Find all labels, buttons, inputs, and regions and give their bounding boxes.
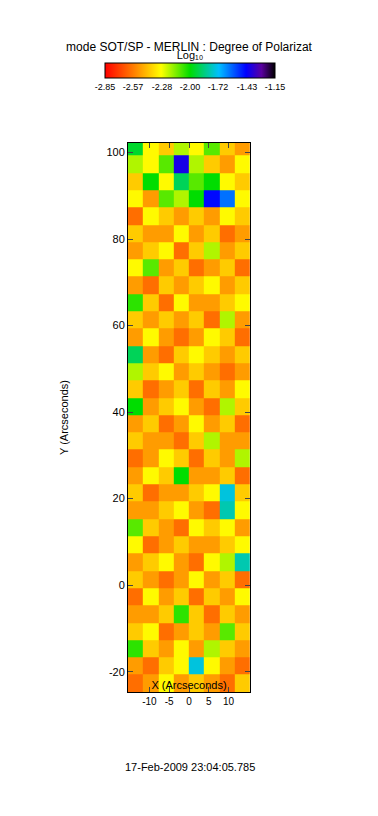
svg-text:80: 80 [113,233,125,245]
svg-text:-2.00: -2.00 [180,82,201,92]
svg-text:-10: -10 [142,696,157,707]
svg-text:Log₁₀: Log₁₀ [177,49,204,61]
svg-text:10: 10 [223,696,235,707]
svg-text:0: 0 [119,579,125,591]
svg-text:-5: -5 [165,696,174,707]
svg-text:X (Arcseconds): X (Arcseconds) [151,679,226,691]
svg-text:-1.43: -1.43 [237,82,258,92]
svg-text:-2.85: -2.85 [95,82,116,92]
svg-text:5: 5 [206,696,212,707]
svg-text:60: 60 [113,319,125,331]
svg-text:17-Feb-2009 23:04:05.785: 17-Feb-2009 23:04:05.785 [125,761,255,773]
svg-text:40: 40 [113,406,125,418]
svg-text:-1.15: -1.15 [265,82,286,92]
svg-text:0: 0 [186,696,192,707]
svg-text:20: 20 [113,492,125,504]
svg-text:mode SOT/SP - MERLIN : Degree: mode SOT/SP - MERLIN : Degree of Polariz… [66,40,313,54]
svg-text:100: 100 [106,146,124,158]
svg-text:-1.72: -1.72 [208,82,229,92]
svg-text:-2.28: -2.28 [152,82,173,92]
svg-text:Y (Arcseconds): Y (Arcseconds) [58,380,70,455]
svg-text:-20: -20 [109,666,125,678]
svg-text:-2.57: -2.57 [123,82,144,92]
